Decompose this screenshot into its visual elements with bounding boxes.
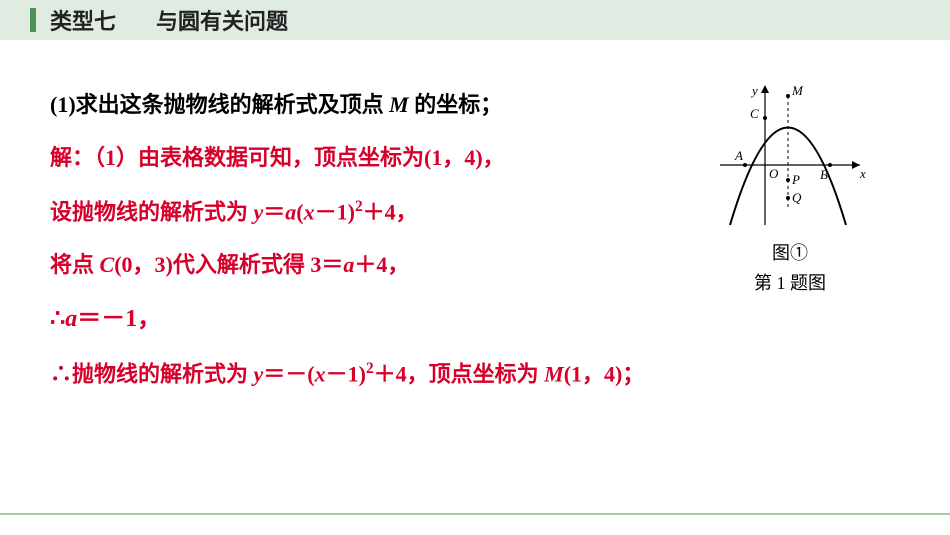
- point-M: [786, 94, 790, 98]
- parabola-figure: y x O A B C M P Q: [710, 80, 870, 230]
- label-B: B: [820, 167, 828, 182]
- s4-a: ∴: [50, 306, 65, 332]
- s2-paren: (: [296, 199, 303, 224]
- x-arrow-icon: [852, 161, 860, 169]
- point-A: [743, 163, 747, 167]
- s5-M: M: [544, 361, 564, 386]
- category-title: 与圆有关问题: [156, 4, 288, 36]
- figure-caption-2: 第 1 题图: [700, 269, 880, 295]
- point-C: [763, 116, 767, 120]
- s4-a-var: a: [65, 306, 77, 332]
- s3-a-var: a: [343, 252, 354, 277]
- s1-text: 解：（1）由表格数据可知，顶点坐标为(1，4)，: [50, 145, 505, 170]
- slide-content: (1)求出这条抛物线的解析式及顶点 M 的坐标； 解：（1）由表格数据可知，顶点…: [0, 40, 950, 390]
- y-arrow-icon: [761, 85, 769, 93]
- s5-m-tail: (1，4)；: [564, 361, 645, 386]
- solution-line-5: ∴抛物线的解析式为 y＝－(x－1)2＋4，顶点坐标为 M(1，4)；: [50, 358, 910, 390]
- s5-a: ∴抛物线的解析式为: [50, 361, 254, 386]
- point-B: [828, 163, 832, 167]
- s5-x: x: [315, 361, 326, 386]
- s2-y: y: [254, 199, 264, 224]
- s5-tail: －1): [326, 361, 366, 386]
- s2-a-var: a: [285, 199, 296, 224]
- s2-x: x: [304, 199, 315, 224]
- q1-tail: 的坐标；: [409, 92, 503, 117]
- s3-tail: (0，3)代入解析式得 3＝: [114, 252, 343, 277]
- s5-exp: 2: [366, 360, 374, 377]
- label-M: M: [791, 83, 804, 98]
- s3-plus4: ＋4，: [354, 252, 409, 277]
- s2-minus: －1): [315, 199, 355, 224]
- category-label: 类型七: [50, 4, 116, 36]
- header-accent-bar: [30, 8, 36, 32]
- label-Q: Q: [792, 190, 802, 205]
- footer-line: [0, 513, 950, 515]
- s5-y: y: [254, 361, 264, 386]
- s3-C: C: [100, 252, 115, 277]
- label-x: x: [859, 166, 866, 181]
- s2-eq: ＝: [263, 199, 285, 224]
- solution-line-4: ∴a＝－1，: [50, 303, 910, 337]
- label-P: P: [791, 172, 800, 187]
- q1-text: (1)求出这条抛物线的解析式及顶点: [50, 92, 389, 117]
- q1-M: M: [389, 92, 409, 117]
- label-C: C: [750, 106, 759, 121]
- s4-eq: ＝－1，: [77, 306, 161, 332]
- s2-a: 设抛物线的解析式为: [50, 199, 254, 224]
- s5-eq: ＝－(: [263, 361, 314, 386]
- label-y: y: [750, 83, 758, 98]
- s2-exp: 2: [355, 198, 363, 215]
- slide-header: 类型七 与圆有关问题: [0, 0, 950, 40]
- point-Q: [786, 196, 790, 200]
- s2-plus4: ＋4，: [363, 199, 418, 224]
- s5-plus4: ＋4，顶点坐标为: [374, 361, 545, 386]
- figure-block: y x O A B C M P Q 图① 第 1 题图: [700, 80, 880, 295]
- s3-a: 将点: [50, 252, 100, 277]
- figure-caption-1: 图①: [700, 239, 880, 265]
- label-O: O: [769, 166, 779, 181]
- label-A: A: [734, 148, 743, 163]
- point-P: [786, 178, 790, 182]
